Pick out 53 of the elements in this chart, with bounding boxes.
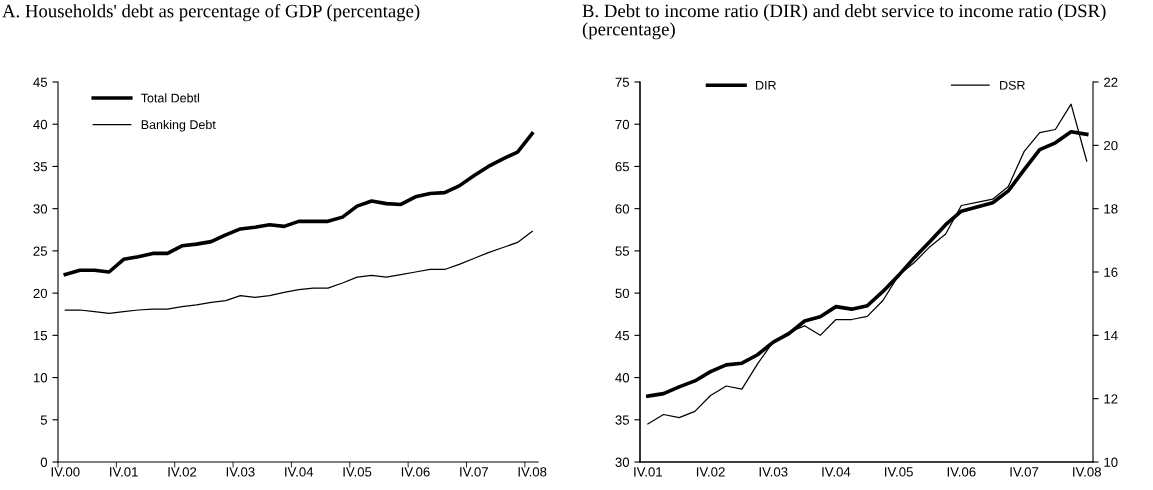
y2-tick-label: 22: [1104, 77, 1118, 87]
x-tick-label: IV.01: [110, 467, 138, 477]
y-tick-label: 60: [615, 204, 630, 214]
legend-label: Total Debtl: [141, 93, 199, 103]
y2-tick-label: 10: [1104, 457, 1118, 467]
y-tick-label: 30: [33, 204, 48, 214]
y-tick-label: 25: [33, 246, 48, 256]
y2-tick-label: 12: [1104, 394, 1118, 404]
x-tick-label: IV.07: [460, 467, 488, 477]
y-tick-label: 0: [40, 457, 48, 467]
y-tick-label: 45: [33, 77, 48, 87]
y-tick-label: 10: [33, 373, 48, 383]
y-tick-label: 75: [615, 77, 630, 87]
x-tick-label: IV.04: [285, 467, 314, 477]
y-tick-label: 65: [615, 162, 630, 172]
y2-tick-label: 14: [1104, 331, 1118, 341]
legend-label: DSR: [1000, 80, 1025, 90]
line-series: [647, 103, 1088, 425]
y-tick-label: 50: [615, 288, 630, 299]
chart-title: A. Households' debt as percentage of GDP (percentage): [2, 4, 420, 22]
x-tick-label: IV.05: [343, 467, 372, 477]
x-tick-label: IV.08: [518, 467, 547, 477]
legend-label: DIR: [756, 81, 776, 90]
x-tick-label: IV.07: [1010, 467, 1039, 477]
y-tick-label: 40: [33, 119, 48, 130]
y-tick-label: 70: [615, 119, 630, 130]
x-tick-label: IV.02: [696, 467, 725, 477]
y-tick-label: 55: [615, 246, 630, 256]
x-tick-label: IV.06: [947, 467, 976, 477]
x-tick-label: IV.08: [1073, 467, 1101, 477]
x-tick-label: IV.06: [401, 467, 430, 477]
y-tick-label: 35: [615, 415, 630, 425]
y-tick-label: 35: [33, 162, 48, 172]
y-tick-label: 30: [615, 457, 630, 467]
line-series: [64, 230, 533, 315]
y-tick-label: 5: [40, 415, 48, 425]
line-series: [63, 131, 534, 277]
y-tick-label: 15: [33, 331, 48, 341]
y2-tick-label: 18: [1104, 204, 1118, 214]
y2-tick-label: 20: [1104, 140, 1118, 151]
x-tick-label: IV.05: [885, 467, 913, 477]
y-tick-label: 20: [33, 288, 48, 299]
legend-label: Banking Debt: [141, 119, 216, 132]
y2-tick-label: 16: [1104, 267, 1118, 277]
x-tick-label: IV.00: [51, 467, 80, 477]
chart-title: B. Debt to income ratio (DIR) and debt service to income ratio (DSR) (percentage): [582, 4, 1106, 40]
x-tick-label: IV.02: [168, 467, 197, 477]
x-tick-label: IV.04: [822, 467, 851, 477]
y-tick-label: 45: [615, 331, 630, 341]
x-tick-label: IV.03: [226, 467, 255, 477]
x-tick-label: IV.03: [759, 467, 788, 477]
y-tick-label: 40: [615, 373, 630, 383]
x-tick-label: IV.01: [634, 467, 662, 477]
